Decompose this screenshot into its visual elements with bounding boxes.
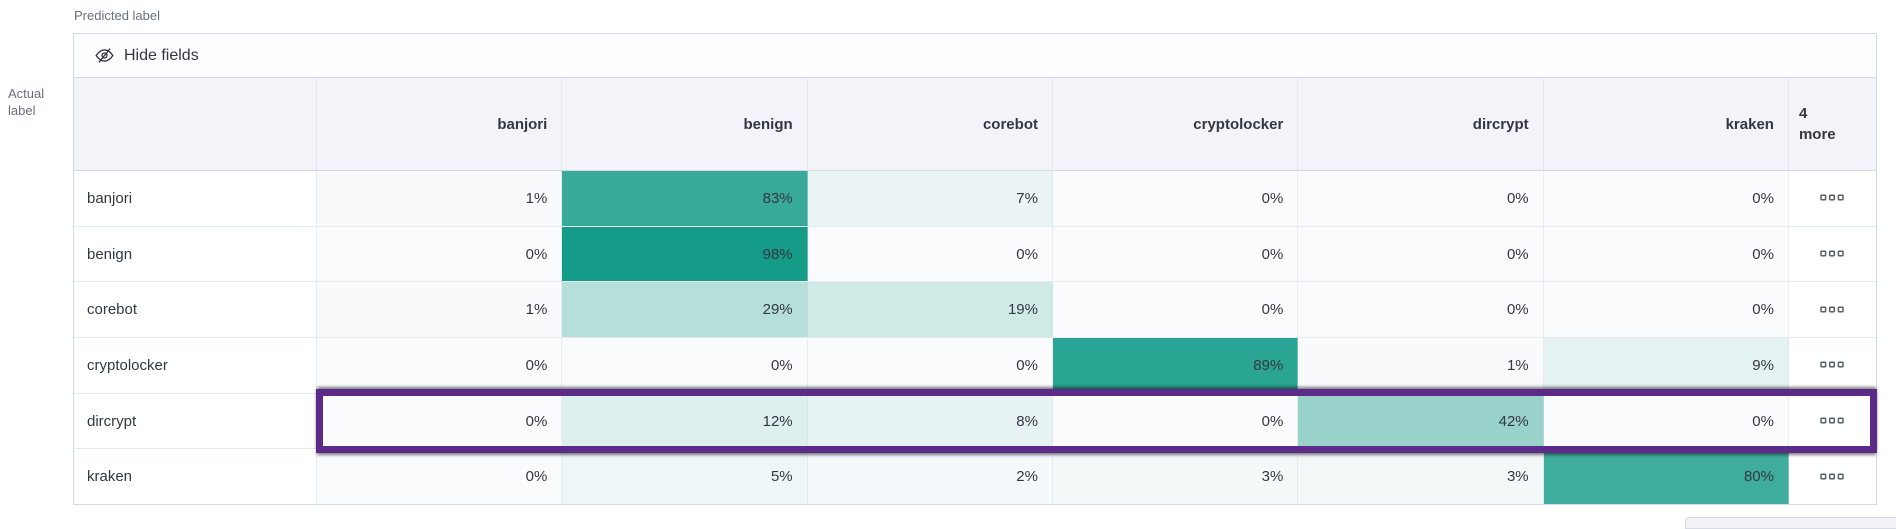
boxes-horizontal-icon: [1820, 417, 1845, 425]
cell-kraken-kraken[interactable]: 80%: [1543, 449, 1789, 505]
cell-dircrypt-benign[interactable]: 12%: [562, 393, 808, 449]
grid-body: banjori 1% 83% 7% 0% 0% 0% benign 0% 98% 0% 0% 0% 0% c…: [74, 171, 1876, 505]
more-values-button-dircrypt[interactable]: [1788, 393, 1876, 449]
column-header-banjori[interactable]: banjori: [317, 78, 563, 170]
table-row-banjori: banjori 1% 83% 7% 0% 0% 0%: [74, 171, 1876, 227]
row-label-kraken[interactable]: kraken: [74, 449, 317, 505]
cell-dircrypt-dircrypt[interactable]: 42%: [1298, 393, 1544, 449]
cell-corebot-kraken[interactable]: 0%: [1543, 282, 1789, 338]
actual-axis-label-line1: Actual: [8, 86, 45, 101]
cell-banjori-kraken[interactable]: 0%: [1543, 171, 1789, 226]
cell-benign-cryptolocker[interactable]: 0%: [1052, 226, 1299, 282]
cell-cryptolocker-banjori[interactable]: 0%: [317, 338, 563, 393]
cell-kraken-banjori[interactable]: 0%: [317, 449, 563, 505]
actual-axis-label: Actual label: [8, 85, 60, 119]
cell-banjori-corebot[interactable]: 7%: [807, 171, 1053, 226]
cell-kraken-dircrypt[interactable]: 3%: [1298, 449, 1544, 505]
boxes-horizontal-icon: [1820, 306, 1845, 314]
cell-benign-banjori[interactable]: 0%: [317, 226, 563, 282]
table-row-cryptolocker: cryptolocker 0% 0% 0% 89% 1% 9%: [74, 338, 1876, 394]
row-label-banjori[interactable]: banjori: [74, 171, 317, 226]
cell-corebot-banjori[interactable]: 1%: [317, 282, 563, 338]
table-row-corebot: corebot 1% 29% 19% 0% 0% 0%: [74, 282, 1876, 339]
hide-fields-button[interactable]: Hide fields: [74, 34, 1876, 78]
cell-corebot-corebot[interactable]: 19%: [807, 282, 1053, 338]
predicted-axis-label: Predicted label: [74, 8, 160, 23]
column-header-kraken[interactable]: kraken: [1544, 78, 1789, 170]
scrollbar-fragment[interactable]: [1685, 517, 1896, 529]
cell-benign-benign[interactable]: 98%: [562, 226, 808, 282]
cell-cryptolocker-kraken[interactable]: 9%: [1543, 338, 1789, 393]
row-label-dircrypt[interactable]: dircrypt: [74, 393, 317, 449]
cell-benign-kraken[interactable]: 0%: [1543, 226, 1789, 282]
cell-banjori-banjori[interactable]: 1%: [317, 171, 563, 226]
more-values-button-benign[interactable]: [1788, 226, 1876, 282]
cell-dircrypt-banjori[interactable]: 0%: [317, 393, 563, 449]
cell-banjori-dircrypt[interactable]: 0%: [1298, 171, 1544, 226]
cell-benign-corebot[interactable]: 0%: [807, 226, 1053, 282]
column-header-dircrypt[interactable]: dircrypt: [1298, 78, 1544, 170]
column-header-benign[interactable]: benign: [562, 78, 808, 170]
table-row-benign: benign 0% 98% 0% 0% 0% 0%: [74, 226, 1876, 283]
header-row: banjori benign corebot cryptolocker dircrypt…: [74, 78, 1876, 171]
cell-banjori-cryptolocker[interactable]: 0%: [1052, 171, 1299, 226]
cell-cryptolocker-dircrypt[interactable]: 1%: [1298, 338, 1544, 393]
more-column-label: more: [1798, 126, 1836, 143]
cell-cryptolocker-corebot[interactable]: 0%: [807, 338, 1053, 393]
more-values-button-banjori[interactable]: [1788, 171, 1876, 226]
cell-corebot-benign[interactable]: 29%: [562, 282, 808, 338]
table-row-kraken: kraken 0% 5% 2% 3% 3% 80%: [74, 449, 1876, 505]
table-row-dircrypt: dircrypt 0% 12% 8% 0% 42% 0%: [74, 393, 1876, 450]
cell-cryptolocker-cryptolocker[interactable]: 89%: [1052, 338, 1299, 393]
cell-dircrypt-kraken[interactable]: 0%: [1543, 393, 1789, 449]
eye-slash-icon: [95, 46, 114, 65]
cell-dircrypt-corebot[interactable]: 8%: [807, 393, 1053, 449]
more-values-button-corebot[interactable]: [1788, 282, 1876, 338]
actual-axis-label-line2: label: [8, 103, 36, 118]
confusion-matrix-grid: Hide fields banjori benign corebot cryptolo…: [73, 33, 1877, 505]
boxes-horizontal-icon: [1820, 194, 1845, 202]
cell-corebot-dircrypt[interactable]: 0%: [1298, 282, 1544, 338]
cell-banjori-benign[interactable]: 83%: [562, 171, 808, 226]
boxes-horizontal-icon: [1820, 250, 1845, 258]
cell-corebot-cryptolocker[interactable]: 0%: [1052, 282, 1299, 338]
row-label-benign[interactable]: benign: [74, 226, 317, 282]
row-label-corebot[interactable]: corebot: [74, 282, 317, 338]
cell-cryptolocker-benign[interactable]: 0%: [562, 338, 808, 393]
row-label-cryptolocker[interactable]: cryptolocker: [74, 338, 317, 393]
cell-benign-dircrypt[interactable]: 0%: [1298, 226, 1544, 282]
more-values-button-kraken[interactable]: [1788, 449, 1876, 505]
column-header-cryptolocker[interactable]: cryptolocker: [1053, 78, 1299, 170]
boxes-horizontal-icon: [1820, 473, 1845, 481]
column-header-corebot[interactable]: corebot: [808, 78, 1053, 170]
cell-dircrypt-cryptolocker[interactable]: 0%: [1052, 393, 1299, 449]
more-values-button-cryptolocker[interactable]: [1788, 338, 1876, 393]
cell-kraken-corebot[interactable]: 2%: [807, 449, 1053, 505]
more-column-count: 4: [1798, 105, 1808, 122]
cell-kraken-benign[interactable]: 5%: [562, 449, 808, 505]
column-header-more[interactable]: 4 more: [1789, 78, 1876, 170]
cell-kraken-cryptolocker[interactable]: 3%: [1052, 449, 1299, 505]
hide-fields-label: Hide fields: [124, 46, 199, 64]
boxes-horizontal-icon: [1820, 361, 1845, 369]
header-spacer-cell: [74, 78, 317, 170]
